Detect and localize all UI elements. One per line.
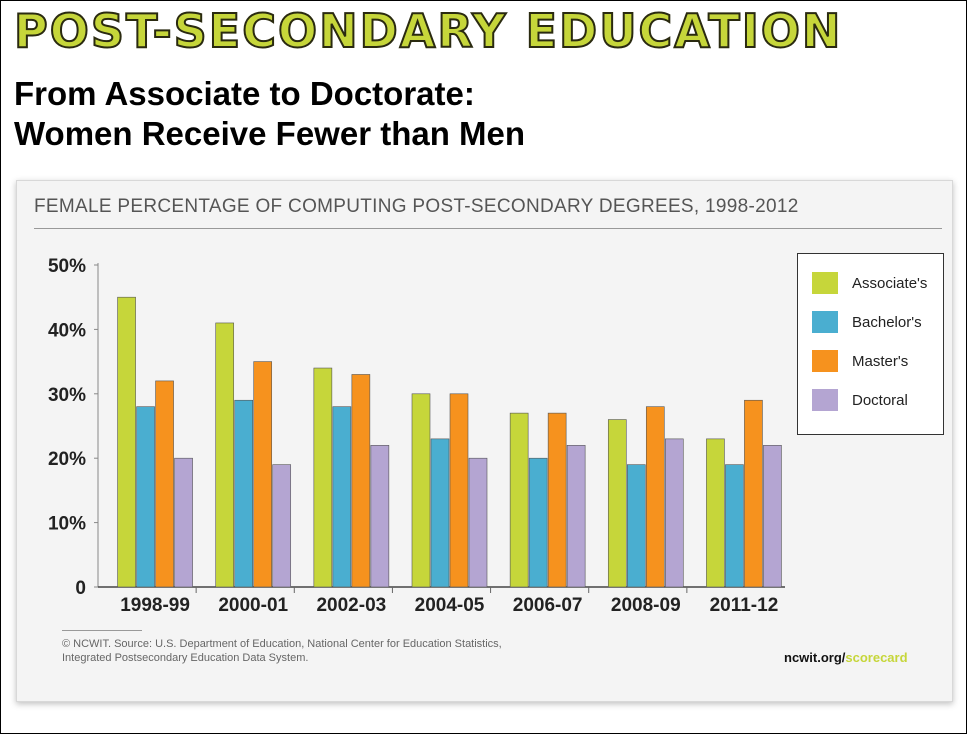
bar-1-2000-01 <box>215 322 235 588</box>
brand-link: ncwit.org/scorecard <box>784 650 908 665</box>
source-note: © NCWIT. Source: U.S. Department of Educ… <box>62 637 502 665</box>
bar-3-2000-01 <box>253 361 273 588</box>
bar-1-2008-09 <box>607 419 627 588</box>
bar-2-2002-03 <box>332 406 352 588</box>
legend-label: Associate's <box>852 274 928 292</box>
source-line-1: © NCWIT. Source: U.S. Department of Educ… <box>62 638 502 650</box>
bar-3-2002-03 <box>351 374 371 588</box>
x-tick-label: 1998-99 <box>120 595 190 616</box>
chart-title: FEMALE PERCENTAGE OF COMPUTING POST-SECO… <box>34 196 799 217</box>
brand-path: scorecard <box>845 650 908 665</box>
x-tick-label: 2006-07 <box>513 595 583 616</box>
legend-item: Doctoral <box>812 389 908 411</box>
bar-4-2011-12 <box>763 445 782 588</box>
title-divider <box>34 228 942 229</box>
bar-1-2002-03 <box>313 367 333 588</box>
bar-1-2011-12 <box>706 438 725 588</box>
bar-1-2006-07 <box>509 412 529 588</box>
bar-4-2008-09 <box>664 438 684 588</box>
bar-4-2004-05 <box>468 457 488 588</box>
bar-3-2008-09 <box>645 406 665 588</box>
bar-4-2002-03 <box>370 445 390 588</box>
bar-4-1998-99 <box>174 457 193 588</box>
brand-domain: ncwit.org/ <box>784 650 846 665</box>
bar-2-2008-09 <box>626 464 646 588</box>
y-tick-label: 10% <box>48 514 86 535</box>
legend-swatch <box>812 389 838 411</box>
y-tick-label: 20% <box>48 449 86 470</box>
y-tick-label: 0 <box>75 578 86 599</box>
x-tick-label: 2008-09 <box>611 595 681 616</box>
bar-3-1998-99 <box>155 380 174 588</box>
legend-label: Doctoral <box>852 391 908 409</box>
legend-item: Associate's <box>812 272 927 294</box>
x-tick-label: 2004-05 <box>415 595 485 616</box>
x-tick-label: 2002-03 <box>316 595 386 616</box>
bar-2-2006-07 <box>528 457 548 588</box>
bar-3-2006-07 <box>547 412 567 588</box>
x-tick-label: 2000-01 <box>218 595 288 616</box>
y-tick-label: 30% <box>48 385 86 406</box>
legend-label: Bachelor's <box>852 313 922 331</box>
bar-3-2004-05 <box>449 393 469 588</box>
y-tick-label: 40% <box>48 320 86 341</box>
subtitle-line-1: From Associate to Doctorate: <box>14 75 475 112</box>
bar-4-2000-01 <box>272 464 292 588</box>
bar-2-2011-12 <box>725 464 744 588</box>
bar-2-1998-99 <box>136 406 155 588</box>
subtitle-line-2: Women Receive Fewer than Men <box>14 115 526 152</box>
source-line-2: Integrated Postsecondary Education Data … <box>62 652 309 664</box>
legend-item: Master's <box>812 350 908 372</box>
legend-item: Bachelor's <box>812 311 922 333</box>
chart-legend: Associate's Bachelor's Master's Doctoral <box>797 253 944 435</box>
source-divider <box>62 630 142 631</box>
y-tick-label: 50% <box>48 256 86 277</box>
bar-2-2000-01 <box>234 399 254 588</box>
legend-swatch <box>812 311 838 333</box>
legend-swatch <box>812 350 838 372</box>
x-tick-label: 2011-12 <box>710 595 779 616</box>
bar-4-2006-07 <box>566 445 586 588</box>
legend-label: Master's <box>852 352 909 370</box>
bar-2-2004-05 <box>430 438 450 588</box>
slide-subtitle: From Associate to Doctorate: Women Recei… <box>14 74 525 154</box>
bar-3-2011-12 <box>744 399 763 588</box>
banner-title: POST-SECONDARY EDUCATION <box>13 3 843 59</box>
legend-swatch <box>812 272 838 294</box>
bar-1-2004-05 <box>411 393 431 588</box>
bar-1-1998-99 <box>117 296 136 588</box>
